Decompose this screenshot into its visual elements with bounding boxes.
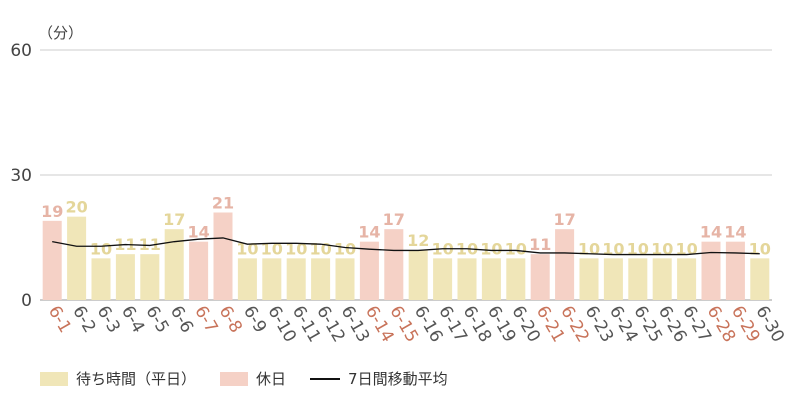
bar-weekday <box>750 258 770 300</box>
moving-average-layer <box>52 237 760 256</box>
legend-item-weekday: 待ち時間（平日） <box>40 368 196 389</box>
legend-item-moving-average: 7日間移動平均 <box>310 368 448 389</box>
legend-swatch-weekday <box>40 371 68 386</box>
moving-average-line <box>52 237 760 256</box>
bar-value-label: 17 <box>163 210 185 229</box>
bar-weekday <box>506 258 526 300</box>
bar-value-label: 10 <box>309 239 331 258</box>
x-tick-label: 6-6 <box>166 303 197 337</box>
bar-weekday <box>115 254 135 300</box>
bar-value-label: 10 <box>602 239 624 258</box>
bar-holiday <box>530 254 550 300</box>
bar-value-label: 17 <box>383 210 405 229</box>
bar-value-label: 10 <box>285 239 307 258</box>
legend-label-holiday: 休日 <box>256 370 287 388</box>
legend: 待ち時間（平日） 休日 7日間移動平均 <box>40 368 448 389</box>
y-tick-label: 60 <box>10 41 32 61</box>
x-tick-label: 6-2 <box>68 303 99 337</box>
bar-weekday <box>652 258 672 300</box>
bar-holiday <box>555 229 575 300</box>
bar-value-label: 10 <box>505 239 527 258</box>
x-tick-label: 6-9 <box>239 303 270 337</box>
bar-value-label: 10 <box>651 239 673 258</box>
y-tick-label: 0 <box>21 291 32 311</box>
bar-weekday <box>91 258 111 300</box>
legend-swatch-moving-average <box>310 377 341 380</box>
bar-value-label: 10 <box>261 239 283 258</box>
bar-holiday <box>189 241 209 300</box>
bar-weekday <box>67 216 87 300</box>
bar-holiday <box>384 229 404 300</box>
bar-value-label: 11 <box>529 235 551 254</box>
bar-value-label: 10 <box>627 239 649 258</box>
bar-value-label: 19 <box>41 202 63 221</box>
x-axis: 6-16-26-36-46-56-66-76-86-96-106-116-126… <box>44 303 788 346</box>
y-axis-unit: （分） <box>38 24 83 42</box>
legend-label-moving-average: 7日間移動平均 <box>348 370 448 388</box>
legend-label-weekday: 待ち時間（平日） <box>76 370 197 388</box>
x-tick-label: 6-8 <box>215 303 246 337</box>
bar-value-label: 14 <box>187 223 209 242</box>
bar-value-label: 10 <box>90 239 112 258</box>
bar-value-label: 20 <box>65 198 87 217</box>
bar-weekday <box>457 258 477 300</box>
x-tick-label: 6-4 <box>117 303 148 337</box>
bars-layer <box>42 212 770 300</box>
bar-holiday <box>701 241 721 300</box>
bar-weekday <box>628 258 648 300</box>
y-tick-label: 30 <box>10 166 32 186</box>
x-tick-label: 6-1 <box>44 303 75 337</box>
bar-weekday <box>579 258 599 300</box>
bar-value-label: 14 <box>700 223 722 242</box>
bar-value-label: 14 <box>358 223 380 242</box>
bar-weekday <box>262 258 282 300</box>
bar-value-label: 11 <box>139 235 161 254</box>
x-tick-label: 6-3 <box>93 303 124 337</box>
x-tick-label: 6-5 <box>141 303 172 337</box>
bar-weekday <box>311 258 331 300</box>
bar-holiday <box>725 241 745 300</box>
bar-value-label: 14 <box>724 223 746 242</box>
bar-weekday <box>164 229 184 300</box>
bar-value-label: 10 <box>334 239 356 258</box>
bar-value-label: 12 <box>407 231 429 250</box>
bar-value-label: 10 <box>675 239 697 258</box>
bar-value-label: 10 <box>749 239 771 258</box>
bar-weekday <box>286 258 306 300</box>
bar-value-label: 10 <box>578 239 600 258</box>
bar-weekday <box>335 258 355 300</box>
grid-layer <box>40 49 772 301</box>
bar-holiday <box>213 212 233 300</box>
bar-value-label: 17 <box>553 210 575 229</box>
bar-weekday <box>677 258 697 300</box>
bar-weekday <box>603 258 623 300</box>
bar-value-label: 10 <box>480 239 502 258</box>
legend-item-holiday: 休日 <box>220 368 286 389</box>
y-axis: 0 30 60 <box>10 41 32 311</box>
x-tick-label: 6-7 <box>190 303 221 337</box>
legend-swatch-holiday <box>220 371 249 386</box>
bar-weekday <box>140 254 160 300</box>
bar-weekday <box>408 250 428 300</box>
bar-weekday <box>481 258 501 300</box>
bar-holiday <box>359 241 379 300</box>
bar-holiday <box>42 220 62 300</box>
bar-weekday <box>433 258 453 300</box>
bar-weekday <box>237 258 257 300</box>
bar-value-label: 21 <box>212 194 234 213</box>
